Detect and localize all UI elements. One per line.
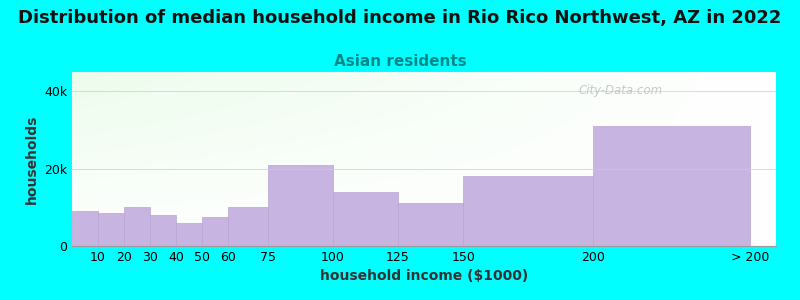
- Bar: [72, 211, 98, 246]
- Bar: [229, 207, 267, 246]
- Text: City-Data.com: City-Data.com: [579, 84, 663, 97]
- Y-axis label: households: households: [25, 114, 38, 204]
- Bar: [594, 126, 750, 246]
- Bar: [267, 165, 333, 246]
- Bar: [202, 217, 229, 246]
- Bar: [463, 176, 594, 246]
- Text: Distribution of median household income in Rio Rico Northwest, AZ in 2022: Distribution of median household income …: [18, 9, 782, 27]
- Bar: [150, 215, 176, 246]
- Bar: [333, 192, 398, 246]
- Bar: [176, 223, 202, 246]
- X-axis label: household income ($1000): household income ($1000): [320, 269, 528, 284]
- Bar: [98, 213, 124, 246]
- Bar: [124, 207, 150, 246]
- Bar: [398, 203, 463, 246]
- Text: Asian residents: Asian residents: [334, 54, 466, 69]
